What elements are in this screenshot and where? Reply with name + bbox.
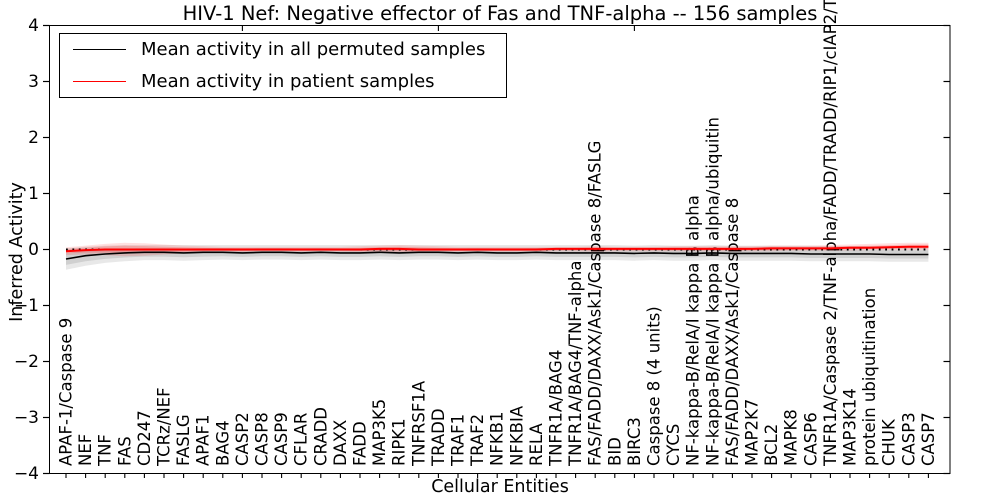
legend-label-permuted: Mean activity in all permuted samples — [141, 39, 486, 61]
x-tick-label: CRADD — [311, 407, 330, 466]
x-tick-label: FAS/FADD/DAXX/Ask1/Caspase 8/FASLG — [586, 141, 605, 466]
x-tick-label: CASP3 — [899, 412, 918, 466]
y-tick-label: −4 — [14, 464, 39, 484]
x-tick-label: NF-kappa-B/RelA/I kappa B alpha — [684, 195, 703, 466]
x-tick-label: BAG4 — [213, 420, 232, 466]
x-tick-label: APAF1 — [194, 415, 213, 466]
legend: Mean activity in all permuted samples Me… — [59, 33, 507, 98]
x-tick-label: NFKBIA — [507, 405, 526, 466]
x-tick-label: TCRz/NEF — [155, 387, 174, 467]
x-tick-label: NEF — [76, 434, 95, 466]
x-tick-label: CYCS — [664, 424, 683, 466]
y-tick-label: 4 — [28, 16, 39, 36]
x-tick-label: TRAF2 — [468, 414, 487, 467]
x-tick-label: CASP6 — [801, 412, 820, 466]
x-tick-label: FASLG — [174, 414, 193, 466]
x-tick-label: TNF — [96, 434, 115, 467]
x-tick-label: APAF-1/Caspase 9 — [57, 318, 76, 466]
x-tick-label: FAS/FADD/DAXX/Ask1/Caspase 8 — [723, 198, 742, 466]
x-tick-label: CASP7 — [919, 412, 938, 466]
legend-label-patient: Mean activity in patient samples — [141, 70, 435, 92]
x-tick-label: TRADD — [429, 408, 448, 467]
y-tick-label: −2 — [14, 352, 39, 372]
y-tick-label: −1 — [14, 296, 39, 316]
x-tick-label: MAPK8 — [782, 409, 801, 466]
x-tick-label: TRAF1 — [449, 414, 468, 467]
x-tick-label: FADD — [351, 421, 370, 466]
x-tick-label: BIRC3 — [625, 417, 644, 466]
x-tick-label: TNFRSF1A — [409, 380, 428, 467]
patient-mean-line — [65, 245, 929, 253]
legend-item-permuted: Mean activity in all permuted samples — [60, 39, 506, 60]
x-tick-label: CHUK — [880, 418, 899, 466]
y-tick-label: −3 — [14, 408, 39, 428]
x-tick-label: TNFR1A/BAG4/TNF-alpha — [566, 261, 585, 468]
x-tick-label: TNFR1A/Caspase 2/TNF-alpha/FADD/TRADD/RI… — [821, 0, 840, 467]
y-tick-label: 3 — [28, 72, 39, 92]
x-tick-label: CASP8 — [253, 412, 272, 466]
permuted-mean-line — [65, 251, 929, 260]
x-tick-label: NF-kappa-B/RelA/I kappa B alpha/ubiquiti… — [703, 117, 722, 466]
x-tick-label: BID — [605, 437, 624, 466]
x-tick-label: RIPK1 — [390, 418, 409, 466]
x-tick-label: NFKB1 — [488, 412, 507, 466]
chart-title: HIV-1 Nef: Negative effector of Fas and … — [182, 2, 818, 25]
legend-line-swatch-permuted — [73, 49, 126, 51]
confidence-band-outer — [66, 245, 929, 270]
x-tick-label: CASP2 — [233, 412, 252, 466]
x-tick-label: CFLAR — [292, 413, 311, 466]
x-tick-label: CD247 — [135, 410, 154, 466]
x-tick-label: CASP9 — [272, 412, 291, 466]
x-tick-label: DAXX — [331, 420, 350, 466]
x-axis-label: Cellular Entities — [431, 477, 569, 497]
x-tick-label: BCL2 — [762, 424, 781, 466]
y-tick-label: 0 — [28, 240, 39, 260]
y-tick-label: 1 — [28, 184, 39, 204]
y-tick-label: 2 — [28, 128, 39, 148]
x-tick-label: MAP2K7 — [743, 399, 762, 466]
x-tick-label: TNFR1A/BAG4 — [547, 350, 566, 467]
legend-item-patient: Mean activity in patient samples — [60, 71, 506, 92]
x-tick-label: FAS — [115, 436, 134, 466]
x-tick-label: protein ubiquitination — [860, 288, 879, 466]
legend-line-swatch-patient — [73, 80, 126, 82]
x-tick-label: MAP3K5 — [370, 399, 389, 466]
x-tick-label: RELA — [527, 423, 546, 466]
x-tick-label: MAP3K14 — [841, 388, 860, 466]
x-tick-label: Caspase 8 (4 units) — [645, 306, 664, 466]
